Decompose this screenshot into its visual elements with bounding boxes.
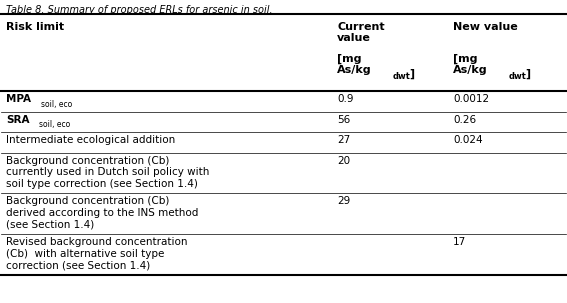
Text: MPA: MPA	[6, 94, 31, 104]
Text: dwt: dwt	[393, 72, 411, 81]
Text: 17: 17	[453, 237, 467, 247]
Text: Risk limit: Risk limit	[6, 22, 65, 32]
Text: ]: ]	[409, 68, 414, 79]
Text: Background concentration (Cb)
derived according to the INS method
(see Section 1: Background concentration (Cb) derived ac…	[6, 196, 198, 230]
Text: 27: 27	[337, 135, 350, 145]
Text: soil, eco: soil, eco	[39, 120, 70, 129]
Text: 20: 20	[337, 156, 350, 166]
Text: SRA: SRA	[6, 115, 30, 125]
Text: dwt: dwt	[509, 72, 527, 81]
Text: 0.024: 0.024	[453, 135, 483, 145]
Text: 29: 29	[337, 196, 350, 206]
Text: Table 8. Summary of proposed ERLs for arsenic in soil.: Table 8. Summary of proposed ERLs for ar…	[6, 5, 273, 15]
Text: Current
value: Current value	[337, 22, 385, 43]
Text: 0.0012: 0.0012	[453, 94, 489, 104]
Text: New value: New value	[453, 22, 518, 32]
Text: 0.9: 0.9	[337, 94, 354, 104]
Text: soil, eco: soil, eco	[41, 100, 73, 108]
Text: 0.26: 0.26	[453, 115, 476, 125]
Text: 56: 56	[337, 115, 350, 125]
Text: Background concentration (Cb)
currently used in Dutch soil policy with
soil type: Background concentration (Cb) currently …	[6, 156, 210, 189]
Text: [mg
As/kg: [mg As/kg	[337, 53, 372, 75]
Text: Revised background concentration
(Cb)  with alternative soil type
correction (se: Revised background concentration (Cb) wi…	[6, 237, 188, 270]
Text: ]: ]	[526, 68, 531, 79]
Text: Intermediate ecological addition: Intermediate ecological addition	[6, 135, 176, 145]
Text: [mg
As/kg: [mg As/kg	[453, 53, 488, 75]
